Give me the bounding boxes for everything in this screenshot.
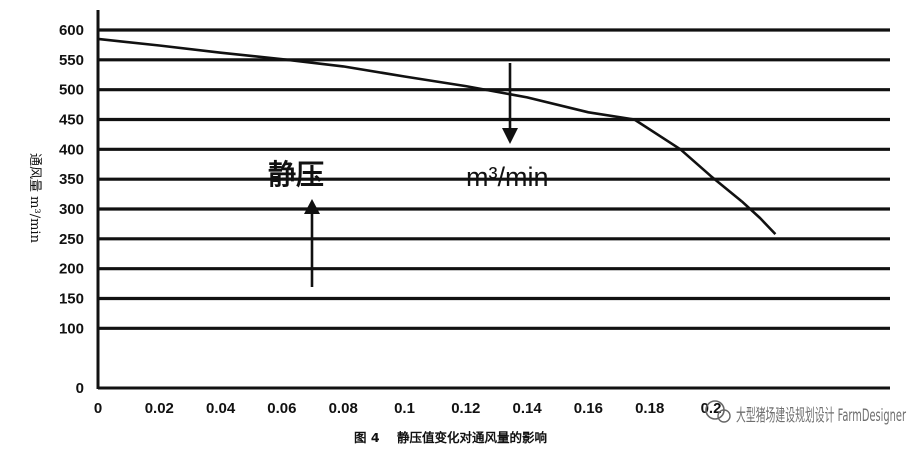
- arrow-up-head: [304, 199, 320, 214]
- x-tick-label: 0.08: [329, 400, 358, 417]
- annotation-flow-unit: m³/min: [466, 63, 549, 192]
- y-tick-label: 500: [59, 82, 84, 99]
- y-tick-label: 200: [59, 261, 84, 278]
- y-tick-label: 150: [59, 291, 84, 308]
- figure-caption: 图 4 静压值变化对通风量的影响: [354, 430, 547, 445]
- y-tick-label: 350: [59, 171, 84, 188]
- gridlines: [98, 28, 890, 330]
- y-tick-label: 250: [59, 231, 84, 248]
- arrow-down-head: [502, 128, 518, 144]
- x-tick-label: 0.18: [635, 400, 664, 417]
- x-tick-label: 0.14: [512, 400, 542, 417]
- x-tick-label: 0.1: [394, 400, 415, 417]
- axes: [96, 10, 890, 390]
- x-tick-label: 0: [94, 400, 102, 417]
- y-tick-label: 400: [59, 141, 84, 158]
- series-line-1: [740, 200, 777, 235]
- y-tick-label: 450: [59, 112, 84, 129]
- x-tick-label: 0.12: [451, 400, 480, 417]
- y-tick-label: 300: [59, 201, 84, 218]
- annotation-static-pressure-label: 静压: [268, 158, 324, 191]
- y-tick-label: 100: [59, 320, 84, 337]
- wechat-icon-bubble: [717, 409, 731, 423]
- annotation-flow-unit-label: m³/min: [466, 162, 549, 192]
- x-tick-label: 0.16: [574, 400, 603, 417]
- annotation-static-pressure: 静压: [268, 158, 324, 287]
- x-tick-label: 0.04: [206, 400, 236, 417]
- watermark-text: 大型猪场建设规划设计 FarmDesigner: [736, 406, 906, 426]
- x-tick-label: 0.06: [267, 400, 296, 417]
- watermark: 大型猪场建设规划设计 FarmDesigner: [705, 400, 906, 426]
- y-tick-label: 550: [59, 52, 84, 69]
- y-tick-label: 600: [59, 22, 84, 39]
- x-tick-labels: 0 0.02 0.04 0.06 0.08 0.1 0.12 0.14 0.16 0.18 0.2: [94, 400, 722, 417]
- series-line-0: [97, 37, 743, 203]
- y-axis-label: 通风量 m³/min: [27, 153, 42, 244]
- x-tick-label: 0.02: [145, 400, 174, 417]
- y-tick-label: 0: [76, 380, 84, 397]
- series-lines: [97, 37, 777, 235]
- y-tick-labels: 0 100 150 200 250 300 350 400 450 500 550 600: [59, 22, 84, 397]
